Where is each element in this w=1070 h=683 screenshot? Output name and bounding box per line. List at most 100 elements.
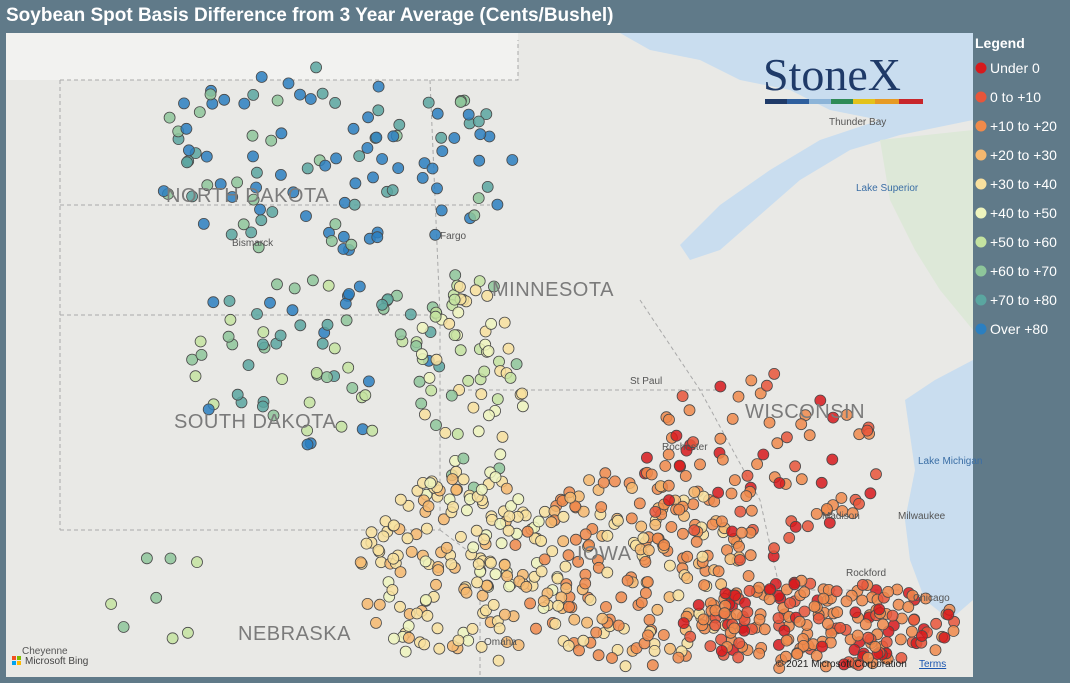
station-dot bbox=[275, 127, 288, 140]
station-dot bbox=[330, 152, 343, 165]
station-dot bbox=[672, 589, 685, 602]
station-dot bbox=[873, 603, 886, 616]
station-dot bbox=[908, 614, 920, 626]
station-dot bbox=[532, 515, 545, 528]
border bbox=[429, 79, 441, 530]
station-dot bbox=[487, 599, 500, 611]
station-dot bbox=[743, 585, 756, 597]
station-dot bbox=[410, 340, 423, 353]
station-dot bbox=[521, 525, 534, 538]
station-dot bbox=[637, 532, 650, 545]
station-dot bbox=[310, 367, 323, 379]
logo-square bbox=[12, 661, 16, 665]
legend-swatch bbox=[975, 178, 987, 190]
station-dot bbox=[429, 228, 442, 241]
legend-label: Over +80 bbox=[990, 321, 1048, 337]
station-dot bbox=[584, 594, 597, 606]
station-dot bbox=[370, 131, 383, 144]
station-dot bbox=[537, 595, 550, 608]
station-dot bbox=[856, 579, 869, 591]
city-label: Fargo bbox=[440, 231, 467, 242]
station-dot bbox=[864, 487, 877, 500]
station-dot bbox=[726, 412, 739, 425]
station-dot bbox=[328, 342, 341, 355]
station-dot bbox=[247, 89, 260, 101]
station-dot bbox=[601, 529, 614, 542]
station-dot bbox=[437, 513, 450, 526]
station-dot bbox=[840, 408, 853, 421]
station-dot bbox=[635, 520, 648, 533]
station-dot bbox=[467, 401, 480, 414]
station-dot bbox=[191, 556, 203, 568]
station-dot bbox=[719, 587, 732, 600]
station-dot bbox=[742, 570, 755, 582]
station-dot bbox=[245, 226, 258, 239]
station-dot bbox=[803, 429, 816, 442]
station-dot bbox=[164, 552, 177, 565]
station-dot bbox=[321, 318, 334, 331]
station-dot bbox=[773, 477, 786, 489]
station-dot bbox=[545, 516, 558, 529]
station-dot bbox=[195, 348, 208, 361]
station-dot bbox=[734, 554, 746, 566]
station-dot bbox=[247, 193, 260, 206]
station-dot bbox=[808, 600, 821, 613]
station-dot bbox=[621, 574, 634, 587]
station-dot bbox=[512, 493, 525, 506]
station-dot bbox=[520, 580, 533, 593]
station-dot bbox=[419, 594, 432, 606]
station-dot bbox=[422, 500, 435, 513]
station-dot bbox=[664, 642, 676, 655]
station-dot bbox=[274, 329, 287, 342]
station-dot bbox=[509, 539, 522, 551]
logo-bar bbox=[853, 99, 875, 104]
station-dot bbox=[197, 217, 210, 230]
station-dot bbox=[447, 501, 459, 513]
station-dot bbox=[869, 640, 882, 653]
station-dot bbox=[930, 617, 942, 630]
station-dot bbox=[440, 541, 453, 554]
station-dot bbox=[662, 479, 675, 492]
station-dot bbox=[432, 564, 445, 576]
station-dot bbox=[732, 651, 745, 664]
station-dot bbox=[472, 425, 485, 438]
station-dot bbox=[851, 629, 864, 642]
terms-link[interactable]: Terms bbox=[919, 659, 946, 670]
station-dot bbox=[422, 96, 435, 109]
station-dot bbox=[798, 605, 811, 618]
station-dot bbox=[810, 649, 823, 662]
station-dot bbox=[237, 218, 250, 231]
station-dot bbox=[431, 107, 444, 120]
state-label: NEBRASKA bbox=[238, 623, 351, 645]
station-dot bbox=[551, 572, 564, 585]
station-dot bbox=[471, 576, 484, 589]
station-dot bbox=[257, 326, 270, 339]
station-dot bbox=[741, 469, 754, 482]
station-dot bbox=[345, 238, 358, 251]
station-dot bbox=[416, 171, 429, 184]
station-dot bbox=[435, 204, 448, 217]
station-dot bbox=[252, 241, 265, 254]
station-dot bbox=[504, 371, 517, 384]
station-dot bbox=[831, 606, 844, 619]
station-dot bbox=[418, 638, 431, 651]
station-dot bbox=[546, 545, 559, 557]
station-dot bbox=[482, 345, 495, 358]
station-dot bbox=[274, 168, 287, 181]
station-dot bbox=[852, 659, 865, 671]
station-dot bbox=[349, 177, 362, 190]
station-dot bbox=[231, 176, 244, 189]
station-dot bbox=[772, 612, 785, 624]
station-dot bbox=[822, 617, 834, 630]
station-dot bbox=[725, 487, 738, 500]
station-dot bbox=[826, 453, 839, 466]
lake-superior bbox=[620, 33, 973, 260]
station-dot bbox=[453, 280, 466, 293]
station-dot bbox=[457, 452, 470, 465]
station-dot bbox=[294, 319, 307, 332]
station-dot bbox=[781, 431, 793, 444]
station-dot bbox=[256, 338, 269, 351]
legend-label: +30 to +40 bbox=[990, 176, 1057, 192]
